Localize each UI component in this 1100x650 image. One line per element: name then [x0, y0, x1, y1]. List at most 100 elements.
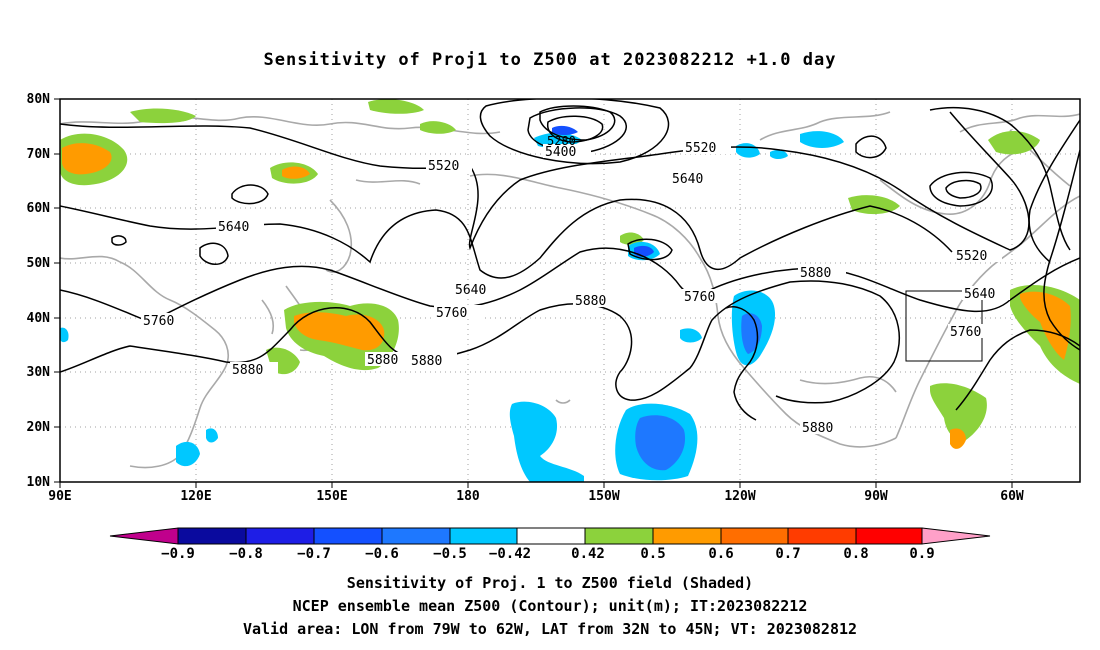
contour-5520-north: [60, 111, 1030, 251]
contour-small-lo-1: [231, 184, 269, 205]
lon-label: 120W: [724, 489, 755, 504]
map-frame: [59, 98, 1081, 483]
lat-label: 40N: [27, 311, 51, 326]
contour-label: 5760: [950, 325, 981, 340]
colorbar-cell: [584, 527, 654, 545]
contour-5400-low: [527, 107, 627, 153]
colorbar-label: 0.42: [571, 546, 605, 562]
contour-label: 5280: [547, 134, 576, 148]
colorbar-cell: [245, 527, 315, 545]
colorbar-cell: [787, 527, 857, 545]
lat-label: 70N: [27, 147, 51, 162]
colorbar-cell: [177, 527, 247, 545]
lat-label: 50N: [27, 256, 51, 271]
colorbar-cell: [313, 527, 383, 545]
contour-label: 5640: [672, 172, 703, 187]
contour-label: 5880: [411, 354, 442, 369]
shade-neg-central-pacific-core: [635, 415, 686, 471]
negative-sensitivity-shading: [60, 125, 844, 482]
lon-label: 180: [456, 489, 480, 504]
colorbar-label: 0.6: [708, 546, 733, 562]
axis-ticks: [54, 98, 1013, 488]
contour-5760-west: [60, 247, 1080, 323]
shade-pos-atlantic-core: [1020, 291, 1071, 360]
colorbar-under-triangle: [109, 527, 179, 545]
coast-gulf: [799, 376, 897, 393]
lon-label: 150W: [588, 489, 619, 504]
contour-low-ring-4: [539, 105, 616, 141]
contour-5880-atlantic: [955, 329, 1080, 411]
contour-5280-low: [546, 115, 604, 143]
lat-label: 80N: [27, 92, 51, 107]
lon-label: 120E: [180, 489, 211, 504]
contour-atlantic-trough-3: [929, 106, 1071, 251]
shade-pos-caribbean: [930, 383, 987, 441]
contour-5880-asia: [60, 306, 411, 373]
map-title: Sensitivity of Proj1 to Z500 at 20230822…: [263, 50, 837, 70]
shade-pos-small-4-core: [282, 166, 310, 179]
colorbar-label: −0.8: [229, 546, 263, 562]
colorbar-cell: [855, 527, 923, 545]
shade-neg-hawaii: [509, 401, 584, 482]
contour-label: 5880: [800, 266, 831, 281]
colorbar-label: −0.42: [489, 546, 531, 562]
shade-pos-greenland: [988, 131, 1040, 155]
shade-pos-aleutian: [620, 232, 644, 245]
caption-line-1: Sensitivity of Proj. 1 to Z500 field (Sh…: [346, 574, 754, 592]
lon-label: 90W: [864, 489, 888, 504]
lat-label: 20N: [27, 420, 51, 435]
contour-low-ring-3: [479, 99, 670, 165]
colorbar-label: −0.5: [433, 546, 467, 562]
shade-pos-small-2: [368, 99, 424, 114]
contour-small-lo-2: [199, 242, 229, 265]
lat-label: 60N: [27, 201, 51, 216]
contour-labels: 5520 5400 5280 5520 5640 5520 5640 5760 …: [141, 134, 1010, 436]
contour-small-lo-3: [111, 235, 127, 246]
contour-label: 5760: [436, 306, 467, 321]
colorbar-label: −0.7: [297, 546, 331, 562]
contour-label: 5880: [802, 421, 833, 436]
shade-pos-japan-east-core: [294, 312, 385, 351]
colorbar-over-triangle: [921, 527, 991, 545]
shade-neg-philippines: [176, 441, 200, 467]
longitude-labels: 90E 120E 150E 180 150W 120W 90W 60W: [48, 489, 1024, 504]
contour-baja-5880: [725, 306, 759, 421]
contour-atlantic-trough-1: [1028, 119, 1080, 263]
colorbar: [109, 527, 991, 545]
latitude-labels: 10N 20N 30N 40N 50N 60N 70N 80N: [27, 92, 51, 490]
caption-line-3: Valid area: LON from 79W to 62W, LAT fro…: [242, 620, 858, 638]
contour-label: 5640: [964, 287, 995, 302]
contour-label: 5880: [232, 363, 263, 378]
shade-pos-hudson: [848, 195, 900, 215]
contour-hudson-lo: [929, 171, 993, 207]
lat-label: 30N: [27, 365, 51, 380]
coast-north-america-west: [699, 257, 897, 448]
colorbar-cell: [652, 527, 722, 545]
contour-arctic-lo: [855, 135, 887, 159]
contour-small-lo-4: [627, 238, 673, 261]
colorbar-label: 0.5: [640, 546, 665, 562]
lon-label: 60W: [1000, 489, 1024, 504]
coast-hudson: [879, 149, 1021, 215]
colorbar-labels: −0.9 −0.8 −0.7 −0.6 −0.5 −0.42 0.42 0.5 …: [161, 546, 935, 562]
shade-pos-east-siberia-core: [62, 143, 112, 175]
shade-pos-small-1: [130, 108, 196, 124]
contour-label: 5640: [218, 220, 249, 235]
colorbar-label: −0.9: [161, 546, 195, 562]
shade-neg-taiwan: [206, 428, 218, 443]
contour-hudson-lo-inner: [945, 179, 982, 199]
shade-pos-caribbean-core: [950, 428, 966, 449]
coast-alaska: [469, 173, 701, 259]
lon-label: 150E: [316, 489, 347, 504]
contour-label: 5640: [455, 283, 486, 298]
contour-label: 5400: [545, 145, 576, 160]
colorbar-label: 0.7: [775, 546, 800, 562]
colorbar-cell: [449, 527, 518, 545]
shade-neg-bering-core: [552, 125, 578, 135]
shade-pos-small-3: [420, 121, 456, 134]
lat-label: 10N: [27, 475, 51, 490]
colorbar-label: 0.8: [843, 546, 868, 562]
contour-label: 5880: [575, 294, 606, 309]
caption-line-2: NCEP ensemble mean Z500 (Contour); unit(…: [292, 597, 808, 615]
